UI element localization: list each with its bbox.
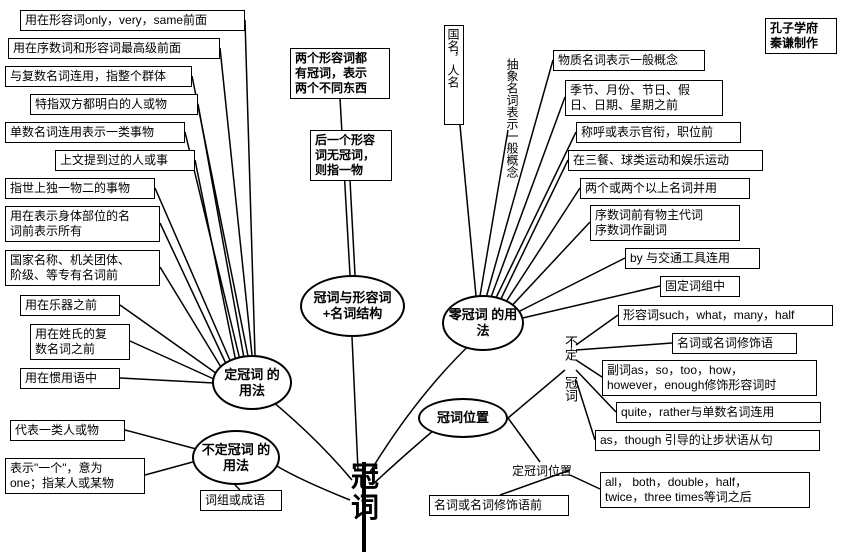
branch-definite: 定冠词 的用法	[212, 355, 292, 410]
branch-indefinite: 不定冠词 的用法	[192, 430, 280, 485]
mindmap-canvas: 冠 词 定冠词 的用法 不定冠词 的用法 冠词与形容词 +名词结构 零冠词 的用…	[0, 0, 863, 552]
leaf-singular-class: 单数名词连用表示一类事物	[5, 122, 185, 143]
leaf-mentioned-before: 上文提到过的人或事	[55, 150, 195, 171]
leaf-as-though: as，though 引导的让步状语从句	[595, 430, 820, 451]
leaf-two-adj-article: 两个形容词都 有冠词，表示 两个不同东西	[290, 48, 390, 99]
leaf-adverb-as-so: 副词as，so，too，how， however，enough修饰形容词时	[602, 360, 817, 396]
label-indef-pos: 不定 冠词	[559, 335, 577, 405]
branch-zero: 零冠词 的用法	[442, 295, 524, 351]
label-def-pos: 定冠词位置	[512, 462, 572, 479]
label-abstract-noun: 抽象名词表示一般概念	[500, 58, 518, 208]
leaf-quite-rather: quite，rather与单数名词连用	[616, 402, 821, 423]
leaf-title-position: 称呼或表示官衔，职位前	[576, 122, 741, 143]
leaf-represent-class: 代表一类人或物	[10, 420, 125, 441]
branch-position: 冠词位置	[418, 398, 508, 438]
leaf-kongzi: 孔子学府 秦谦制作	[765, 18, 837, 54]
branch-adj-struct: 冠词与形容词 +名词结构	[300, 275, 405, 337]
leaf-all-both-double: all， both，double，half， twice，three times…	[600, 472, 810, 508]
leaf-season-month: 季节、月份、节日、假 日、日期、星期之前	[565, 80, 723, 116]
leaf-body-part: 用在表示身体部位的名 词前表示所有	[5, 206, 160, 242]
leaf-two-nouns: 两个或两个以上名词并用	[580, 178, 750, 199]
leaf-surname-plural: 用在姓氏的复 数名词之前	[30, 324, 130, 360]
leaf-instruments: 用在乐器之前	[20, 295, 120, 316]
label-country-person: 国名，人名	[444, 25, 464, 125]
leaf-proper-nouns: 国家名称、机关团体、 阶级、等专有名词前	[5, 250, 160, 286]
root-label: 冠 词	[345, 462, 385, 524]
leaf-fixed-phrase: 固定词组中	[660, 276, 740, 297]
leaf-meals-sports: 在三餐、球类运动和娱乐运动	[568, 150, 763, 171]
leaf-means-one: 表示"一个"，意为 one；指某人或某物	[5, 458, 145, 494]
leaf-both-sides-known: 特指双方都明白的人或物	[30, 94, 198, 115]
leaf-ordinal-pronoun: 序数词前有物主代词 序数词作副词	[590, 205, 740, 241]
leaf-only-very-same: 用在形容词only，very，same前面	[20, 10, 245, 31]
leaf-plural-group: 与复数名词连用，指整个群体	[5, 66, 192, 87]
leaf-noun-modifier: 名词或名词修饰语	[672, 333, 797, 354]
leaf-latter-no-article: 后一个形容 词无冠词， 则指一物	[310, 130, 392, 181]
leaf-noun-modifier-before: 名词或名词修饰语前	[429, 495, 569, 516]
leaf-such-what: 形容词such，what，many，half	[618, 305, 833, 326]
leaf-phrase-idiom: 词组或成语	[200, 490, 282, 511]
leaf-ordinal-superlative: 用在序数词和形容词最高级前面	[8, 38, 220, 59]
leaf-unique-thing: 指世上独一物二的事物	[5, 178, 155, 199]
leaf-by-transport: by 与交通工具连用	[625, 248, 760, 269]
leaf-material-noun: 物质名词表示一般概念	[553, 50, 705, 71]
leaf-idioms: 用在惯用语中	[20, 368, 120, 389]
